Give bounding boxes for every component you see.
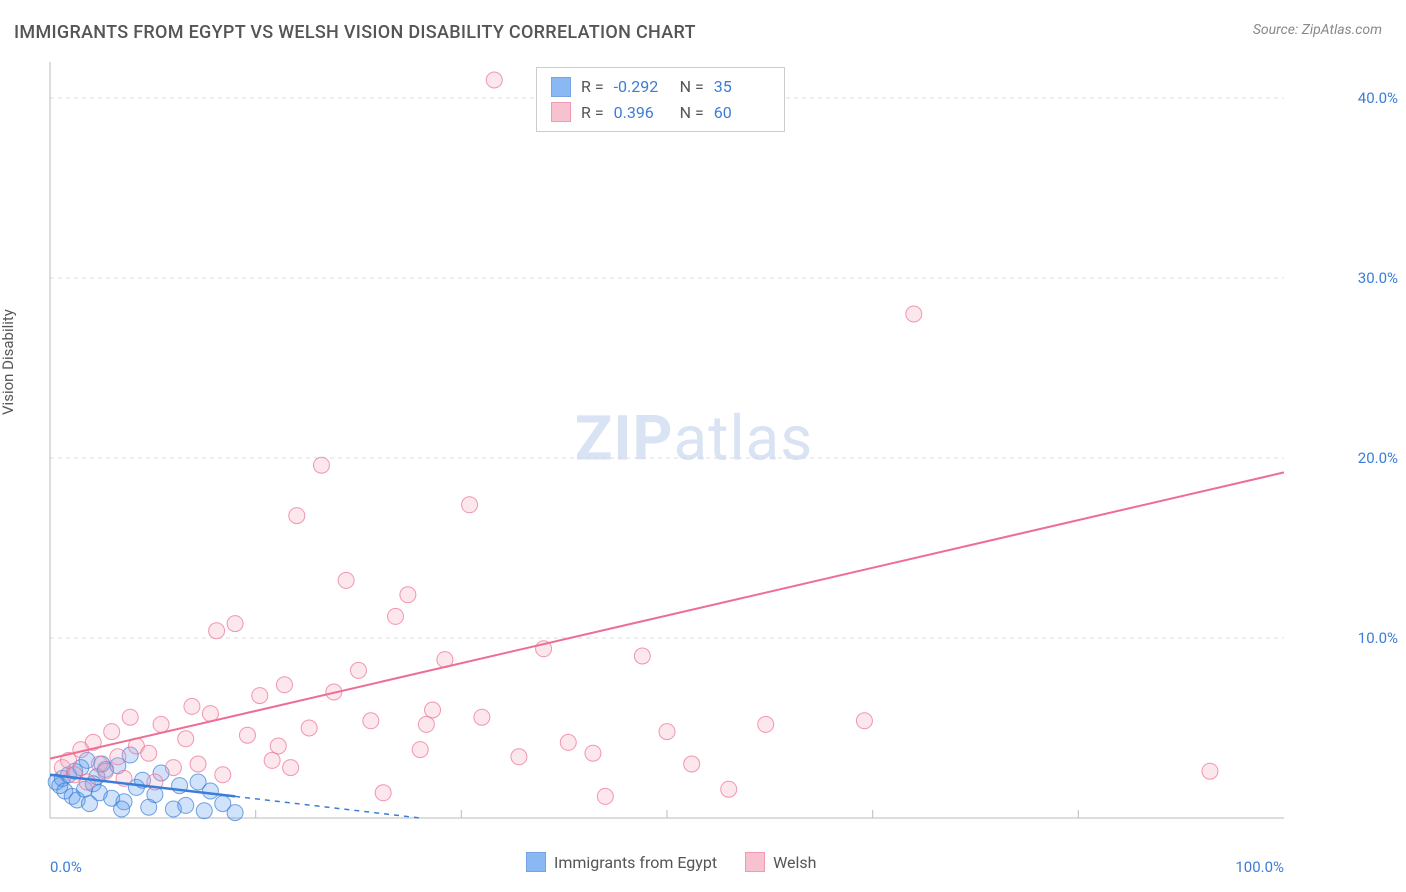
y-tick-label: 10.0% xyxy=(1358,629,1398,647)
y-axis-label: Vision Disability xyxy=(0,309,17,415)
legend-series-label: Immigrants from Egypt xyxy=(554,853,717,872)
legend-swatch xyxy=(745,852,765,872)
x-tick-label: 0.0% xyxy=(50,858,82,876)
legend-r-label: R = xyxy=(581,100,604,126)
legend-swatch xyxy=(526,852,546,872)
legend-n-value: 60 xyxy=(714,100,770,126)
y-tick-label: 20.0% xyxy=(1358,449,1398,467)
legend-r-value: -0.292 xyxy=(614,74,670,100)
x-tick-label: 100.0% xyxy=(1235,858,1284,876)
legend-row: R = 0.396 N = 60 xyxy=(551,100,770,126)
legend-r-value: 0.396 xyxy=(614,100,670,126)
scatter-plot: ZIPatlas R =-0.292N =35R =0.396N =60 Imm… xyxy=(46,62,1342,848)
y-tick-label: 30.0% xyxy=(1358,269,1398,287)
legend-swatch xyxy=(551,77,571,97)
correlation-legend: R = -0.292 N = 35 R = 0.396 N = 60 xyxy=(536,67,785,132)
legend-n-label: N = xyxy=(680,74,704,100)
legend-series-item: Immigrants from Egypt xyxy=(526,852,717,872)
series-legend: Immigrants from Egypt Welsh xyxy=(526,852,816,872)
legend-row: R = -0.292 N = 35 xyxy=(551,74,770,100)
legend-swatch xyxy=(551,102,571,122)
legend-series-item: Welsh xyxy=(745,852,816,872)
legend-r-label: R = xyxy=(581,74,604,100)
legend-series-label: Welsh xyxy=(773,853,816,872)
legend-n-value: 35 xyxy=(714,74,770,100)
legend-n-label: N = xyxy=(680,100,704,126)
chart-canvas xyxy=(46,62,1342,848)
chart-title: IMMIGRANTS FROM EGYPT VS WELSH VISION DI… xyxy=(14,22,696,43)
y-tick-label: 40.0% xyxy=(1358,89,1398,107)
source-attribution: Source: ZipAtlas.com xyxy=(1253,22,1382,38)
